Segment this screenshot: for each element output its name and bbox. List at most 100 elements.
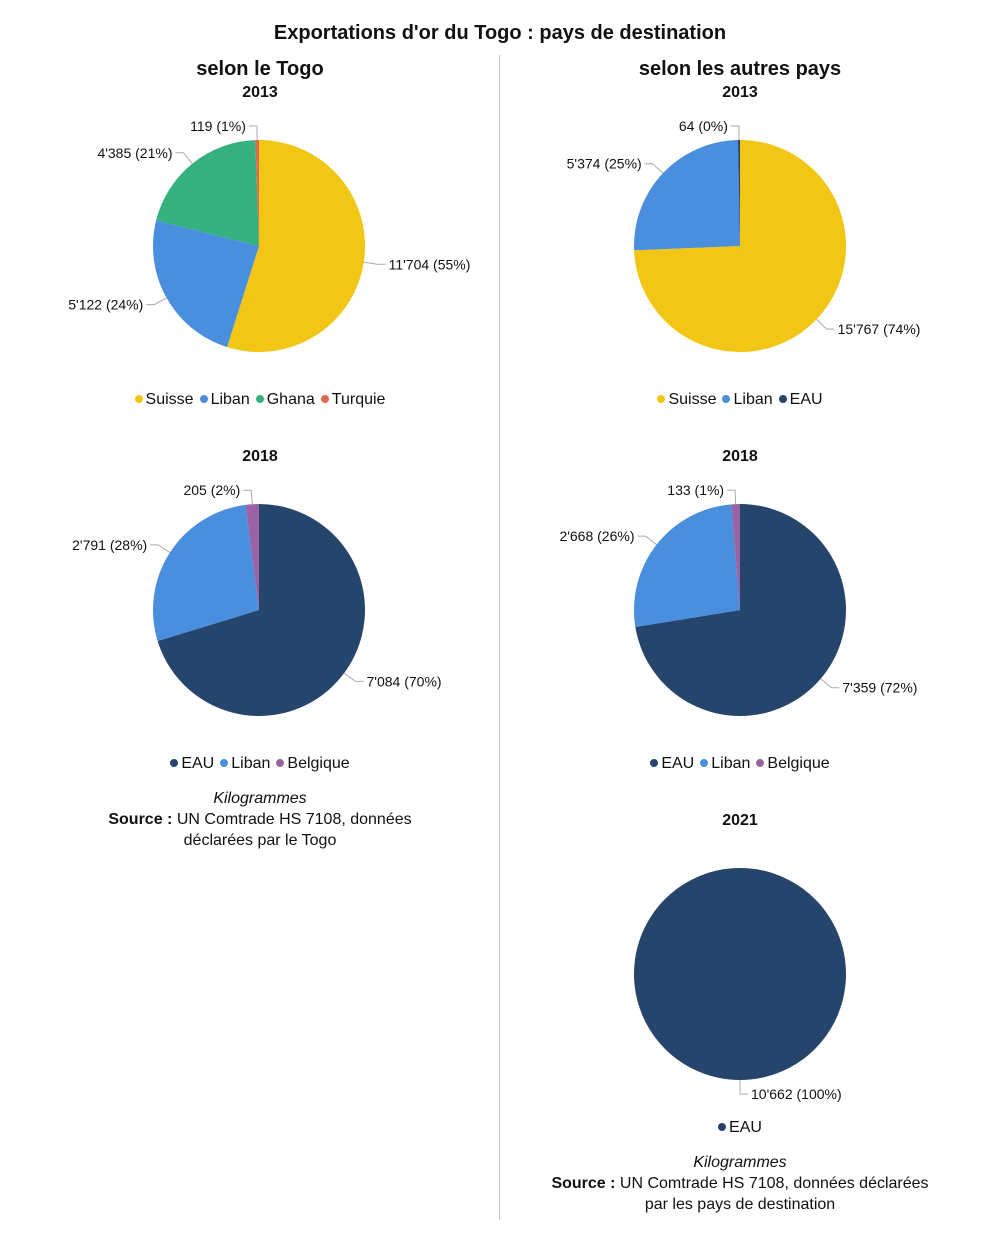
legend-label: Belgique xyxy=(767,755,830,772)
legend-item-liban: Liban xyxy=(199,391,250,409)
data-label-belgique: 205 (2%) xyxy=(183,482,240,498)
legend-label: Ghana xyxy=(266,391,315,408)
leader-line-eau xyxy=(343,672,364,682)
source-label: Source : xyxy=(551,1175,616,1192)
pie-slice-turquie xyxy=(255,140,259,246)
legend-swatch-icon xyxy=(657,395,666,403)
legend-item-liban: Liban xyxy=(700,755,750,773)
pie-slice-liban xyxy=(634,140,740,251)
legend-right-2013: Suisse Liban EAU xyxy=(490,391,990,409)
legend-label: Suisse xyxy=(145,391,194,408)
legend-swatch-icon xyxy=(170,759,179,767)
legend-swatch-icon xyxy=(134,395,143,403)
leader-line-eau xyxy=(820,678,840,689)
legend-label: Liban xyxy=(231,755,271,772)
data-label-eau: 64 (0%) xyxy=(679,118,728,134)
legend-swatch-icon xyxy=(718,1123,727,1131)
legend-swatch-icon xyxy=(650,759,659,767)
leader-line-liban xyxy=(637,535,657,546)
pie-slice-eau xyxy=(157,504,365,716)
pie-slice-eau xyxy=(635,504,847,717)
leader-line-eau xyxy=(730,125,740,141)
data-label-liban: 2'791 (28%) xyxy=(72,537,147,553)
data-label-turquie: 119 (1%) xyxy=(190,118,246,134)
leader-line-belgique xyxy=(243,489,253,505)
legend-swatch-icon xyxy=(700,759,709,767)
main-title: Exportations d'or du Togo : pays de dest… xyxy=(273,22,727,44)
legend-item-eau: EAU xyxy=(718,1119,762,1137)
chart-title-left-2013: 2013 xyxy=(242,84,278,101)
pie-slice-ghana xyxy=(156,140,259,246)
legend-swatch-icon xyxy=(199,395,208,403)
legend-swatch-icon xyxy=(255,395,264,403)
legend-label: Suisse xyxy=(668,391,717,408)
legend-label: EAU xyxy=(729,1119,762,1136)
column-divider xyxy=(499,55,500,1220)
pie-slice-belgique xyxy=(731,504,740,610)
legend-label: Belgique xyxy=(287,755,350,772)
source-text: UN Comtrade HS 7108, données déclarées xyxy=(619,1175,929,1192)
legend-item-liban: Liban xyxy=(220,755,270,773)
source-label: Source : xyxy=(108,811,173,828)
left-source-note: Kilogrammes Source : UN Comtrade HS 7108… xyxy=(10,788,510,851)
legend-item-turquie: Turquie xyxy=(320,391,386,409)
pie-slice-suisse xyxy=(634,140,847,352)
legend-swatch-icon xyxy=(320,395,329,403)
pie-slice-eau xyxy=(634,868,846,1080)
unit-label: Kilogrammes xyxy=(213,790,307,807)
pie-slice-eau xyxy=(737,140,740,246)
source-text-continued: déclarées par le Togo xyxy=(183,832,337,849)
chart-title-right-2021: 2021 xyxy=(722,812,758,829)
data-label-eau: 7'084 (70%) xyxy=(367,673,442,689)
legend-swatch-icon xyxy=(276,759,285,767)
legend-right-2018: EAU Liban Belgique xyxy=(490,755,990,773)
chart-title-right-2013: 2013 xyxy=(722,84,758,101)
leader-line-liban xyxy=(644,163,664,174)
pie-slice-liban xyxy=(152,504,259,641)
legend-label: Liban xyxy=(733,391,773,408)
legend-swatch-icon xyxy=(722,395,731,403)
legend-item-eau: EAU xyxy=(778,391,823,409)
data-label-suisse: 11'704 (55%) xyxy=(389,256,471,272)
leader-line-ghana xyxy=(175,152,193,164)
data-label-ghana: 4'385 (21%) xyxy=(97,145,172,161)
legend-label: Turquie xyxy=(331,391,386,408)
chart-title-left-2018: 2018 xyxy=(242,448,278,465)
legend-right-2021: EAU xyxy=(490,1119,990,1137)
chart-title-right-2018: 2018 xyxy=(722,448,758,465)
legend-item-eau: EAU xyxy=(170,755,214,773)
legend-swatch-icon xyxy=(756,759,765,767)
pie-slice-liban xyxy=(153,220,259,348)
unit-label: Kilogrammes xyxy=(693,1154,787,1171)
leader-line-turquie xyxy=(248,125,258,141)
pie-slice-belgique xyxy=(245,504,259,610)
data-label-suisse: 15'767 (74%) xyxy=(838,321,921,337)
leader-line-eau xyxy=(739,1080,748,1095)
source-text-continued: par les pays de destination xyxy=(644,1196,836,1213)
leader-line-belgique xyxy=(727,489,737,505)
legend-item-belgique: Belgique xyxy=(756,755,830,773)
leader-line-suisse xyxy=(816,319,835,330)
data-label-liban: 5'374 (25%) xyxy=(567,156,642,172)
pie-slice-suisse xyxy=(227,140,366,352)
legend-item-ghana: Ghana xyxy=(255,391,315,409)
legend-left-2018: EAU Liban Belgique xyxy=(10,755,510,773)
legend-label: Liban xyxy=(711,755,751,772)
legend-left-2013: Suisse Liban Ghana Turquie xyxy=(10,391,510,409)
legend-label: EAU xyxy=(181,755,215,772)
legend-label: Liban xyxy=(210,391,250,408)
right-source-note: Kilogrammes Source : UN Comtrade HS 7108… xyxy=(490,1152,990,1215)
legend-item-belgique: Belgique xyxy=(276,755,350,773)
source-text: UN Comtrade HS 7108, données xyxy=(176,811,412,828)
data-label-liban: 5'122 (24%) xyxy=(68,297,143,313)
right-column-title: selon les autres pays xyxy=(638,58,842,80)
legend-swatch-icon xyxy=(778,395,787,403)
legend-item-liban: Liban xyxy=(722,391,773,409)
legend-item-eau: EAU xyxy=(650,755,694,773)
legend-label: EAU xyxy=(789,391,823,408)
data-label-eau: 7'359 (72%) xyxy=(842,680,917,696)
